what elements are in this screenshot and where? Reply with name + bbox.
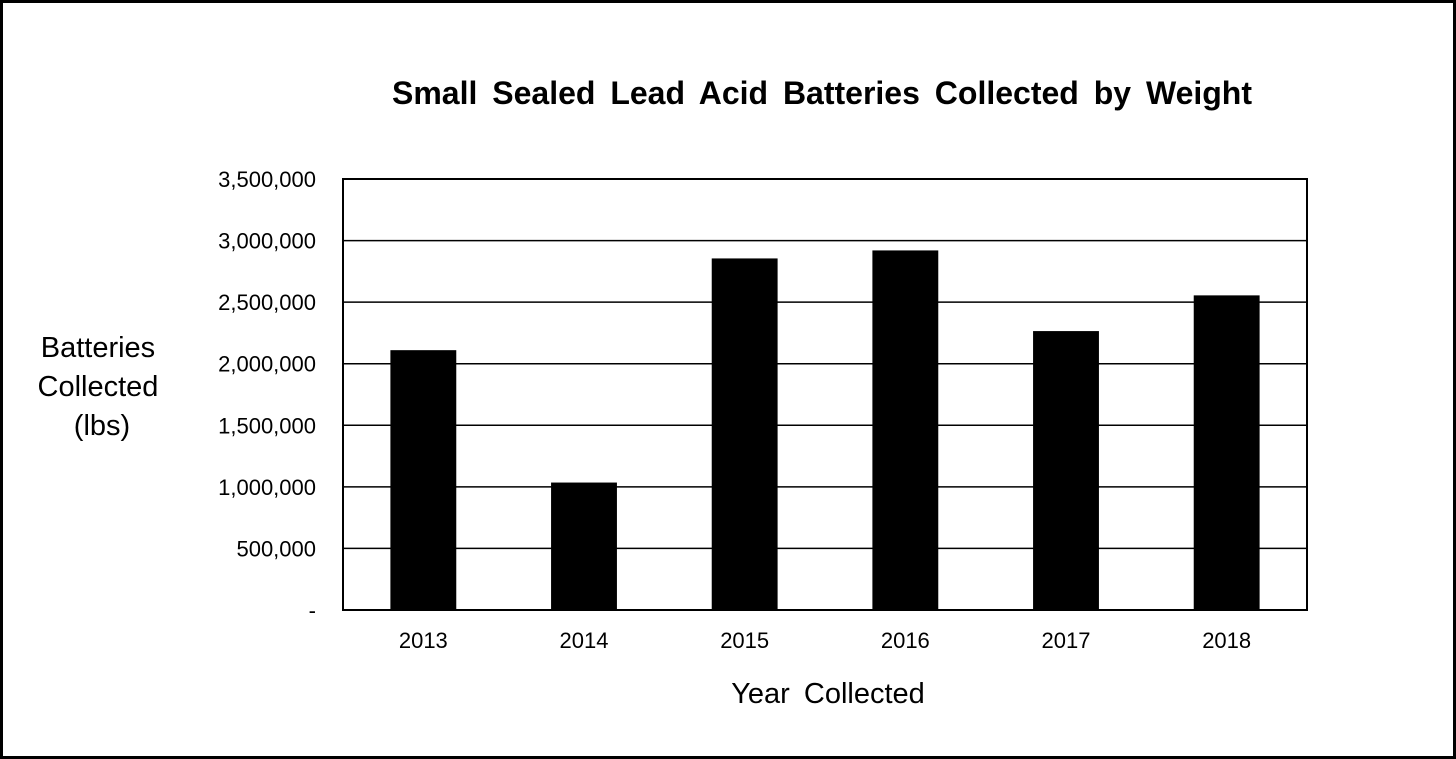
y-axis-label-line: Batteries bbox=[41, 332, 155, 364]
y-tick-label: - bbox=[309, 598, 316, 623]
y-axis-label-line: Collected bbox=[38, 371, 159, 403]
x-tick-label: 2017 bbox=[1042, 628, 1091, 653]
y-tick-label: 2,000,000 bbox=[218, 352, 316, 377]
gridlines bbox=[343, 239, 1307, 550]
y-tick-label: 1,000,000 bbox=[218, 475, 316, 500]
bar bbox=[390, 350, 457, 610]
bar bbox=[872, 250, 939, 610]
bar bbox=[1033, 331, 1099, 610]
bar bbox=[711, 258, 778, 610]
x-tick-labels: 2013 2014 2015 2016 2017 2018 bbox=[399, 628, 1251, 653]
y-tick-label: 3,500,000 bbox=[218, 167, 316, 192]
bar bbox=[1193, 295, 1260, 610]
y-tick-label: 500,000 bbox=[236, 536, 316, 561]
x-tick-label: 2014 bbox=[560, 628, 609, 653]
bars bbox=[390, 250, 1260, 610]
y-axis-label: Batteries Collected (lbs) bbox=[38, 332, 167, 442]
chart-title: Small Sealed Lead Acid Batteries Collect… bbox=[392, 75, 1252, 111]
y-axis-label-line: (lbs) bbox=[74, 410, 130, 442]
y-tick-label: 1,500,000 bbox=[218, 413, 316, 438]
x-axis-label: Year Collected bbox=[731, 678, 925, 710]
x-tick-label: 2016 bbox=[881, 628, 930, 653]
x-tick-label: 2015 bbox=[720, 628, 769, 653]
x-tick-label: 2018 bbox=[1202, 628, 1251, 653]
y-tick-label: 3,000,000 bbox=[218, 229, 316, 254]
plot-area-frame bbox=[342, 178, 1308, 611]
y-tick-label: 2,500,000 bbox=[218, 290, 316, 315]
y-tick-labels: - 500,000 1,000,000 1,500,000 2,000,000 2,500… bbox=[218, 167, 316, 623]
x-tick-label: 2013 bbox=[399, 628, 448, 653]
bar bbox=[551, 482, 617, 610]
